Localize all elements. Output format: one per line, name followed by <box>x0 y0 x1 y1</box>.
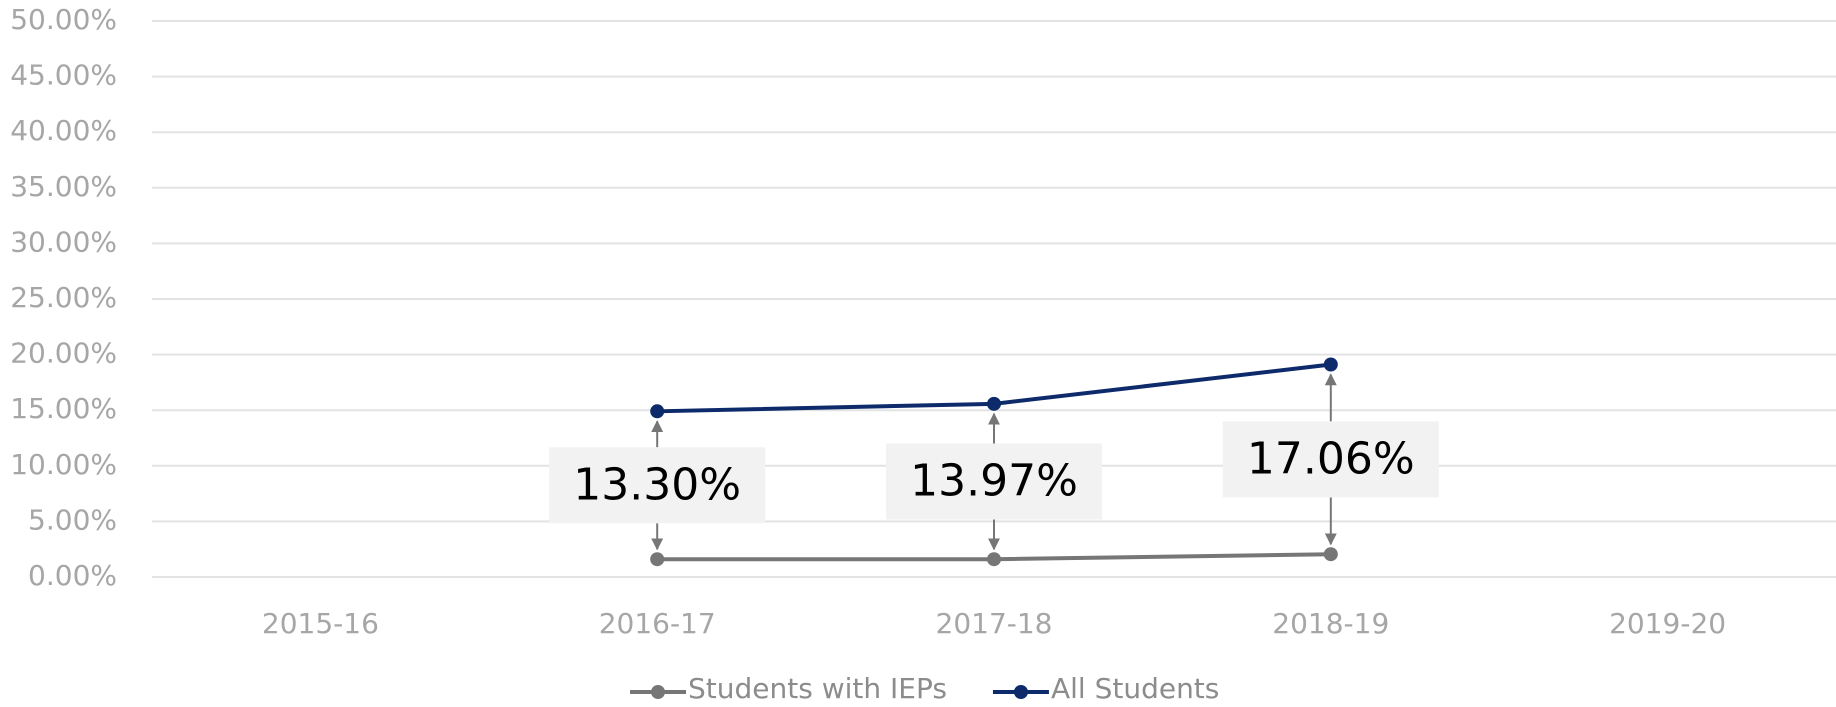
y-tick-label: 25.00% <box>10 281 117 314</box>
y-tick-label: 50.00% <box>10 3 117 36</box>
x-tick-label: 2016-17 <box>599 607 716 640</box>
y-tick-label: 30.00% <box>10 225 117 258</box>
x-tick-label: 2015-16 <box>262 607 379 640</box>
y-tick-label: 20.00% <box>10 337 117 370</box>
x-tick-label: 2017-18 <box>936 607 1053 640</box>
y-tick-label: 35.00% <box>10 170 117 203</box>
y-tick-label: 40.00% <box>10 114 117 147</box>
annotation-box <box>1222 421 1439 498</box>
data-point <box>987 396 1001 411</box>
y-tick-label: 0.00% <box>28 559 117 592</box>
y-tick-label: 10.00% <box>10 448 117 481</box>
x-tick-label: 2018-19 <box>1272 607 1389 640</box>
y-tick-label: 5.00% <box>28 503 117 536</box>
annotation-label: 17.06% <box>1247 433 1415 484</box>
y-tick-label: 45.00% <box>10 59 117 92</box>
annotation-label: 13.30% <box>573 459 741 510</box>
data-point <box>987 552 1001 567</box>
data-point <box>1323 357 1338 372</box>
legend-label: Students with IEPs <box>688 672 947 705</box>
annotation-box <box>886 443 1102 520</box>
data-point <box>650 552 665 567</box>
data-point <box>650 404 665 419</box>
data-point <box>1323 547 1338 562</box>
legend-marker <box>1013 685 1028 699</box>
legend-marker <box>651 685 665 699</box>
annotation-label: 13.97% <box>910 456 1078 507</box>
legend-label: All Students <box>1051 672 1219 705</box>
x-tick-label: 2019-20 <box>1609 607 1726 640</box>
annotation-box <box>549 447 766 524</box>
y-tick-label: 15.00% <box>10 392 117 425</box>
